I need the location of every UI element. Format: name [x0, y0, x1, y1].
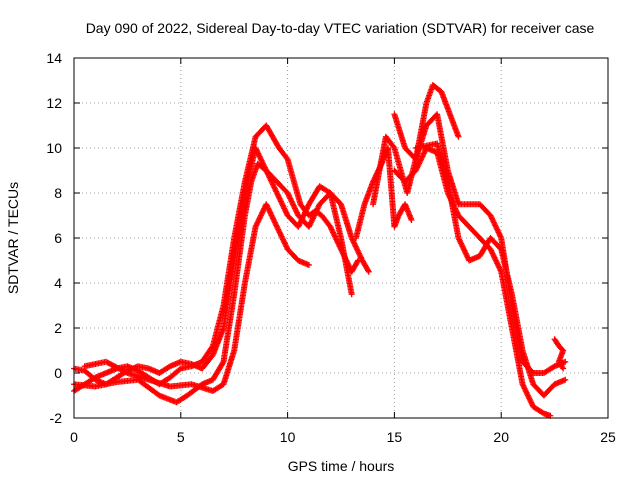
x-tick-label: 5 — [177, 429, 185, 445]
x-tick-label: 10 — [280, 429, 296, 445]
x-tick-label: 0 — [70, 429, 78, 445]
x-axis-label: GPS time / hours — [288, 458, 395, 474]
y-tick-label: 0 — [54, 365, 62, 381]
y-tick-label: 10 — [46, 140, 62, 156]
series-track-6 — [391, 145, 554, 419]
data-point — [305, 262, 312, 268]
y-tick-label: -2 — [50, 410, 63, 426]
data-point — [354, 258, 361, 265]
data-point — [123, 369, 130, 376]
data-point — [408, 217, 415, 223]
series-track-3 — [71, 160, 355, 406]
data-point — [365, 268, 372, 275]
data-point — [562, 358, 569, 365]
series-track-9 — [352, 145, 415, 241]
series-track-10 — [551, 336, 567, 372]
y-tick-label: 2 — [54, 320, 62, 336]
x-tick-label: 15 — [387, 429, 403, 445]
axis-ticks: 0 5 10 15 20 25 -2 0 2 4 6 8 10 12 14 — [46, 50, 616, 445]
series-track-8 — [412, 140, 569, 399]
x-tick-label: 25 — [600, 429, 616, 445]
chart-title: Day 090 of 2022, Sidereal Day-to-day VTE… — [86, 20, 595, 36]
series-track-2 — [71, 145, 372, 388]
data-point — [562, 376, 569, 383]
data-point — [455, 133, 462, 140]
y-tick-label: 8 — [54, 185, 62, 201]
data-point — [219, 360, 226, 367]
data-point — [560, 365, 567, 372]
data-point — [176, 366, 183, 373]
y-tick-label: 6 — [54, 230, 62, 246]
series-track-7 — [391, 111, 569, 376]
y-tick-label: 14 — [46, 50, 62, 66]
data-point — [365, 267, 372, 274]
y-axis-label: SDTVAR / TECUs — [5, 182, 21, 294]
y-tick-label: 4 — [54, 275, 62, 291]
y-tick-label: 12 — [46, 95, 62, 111]
x-tick-label: 20 — [493, 429, 509, 445]
data-series — [71, 82, 569, 419]
series-track-4 — [81, 201, 312, 394]
data-point — [348, 291, 355, 298]
